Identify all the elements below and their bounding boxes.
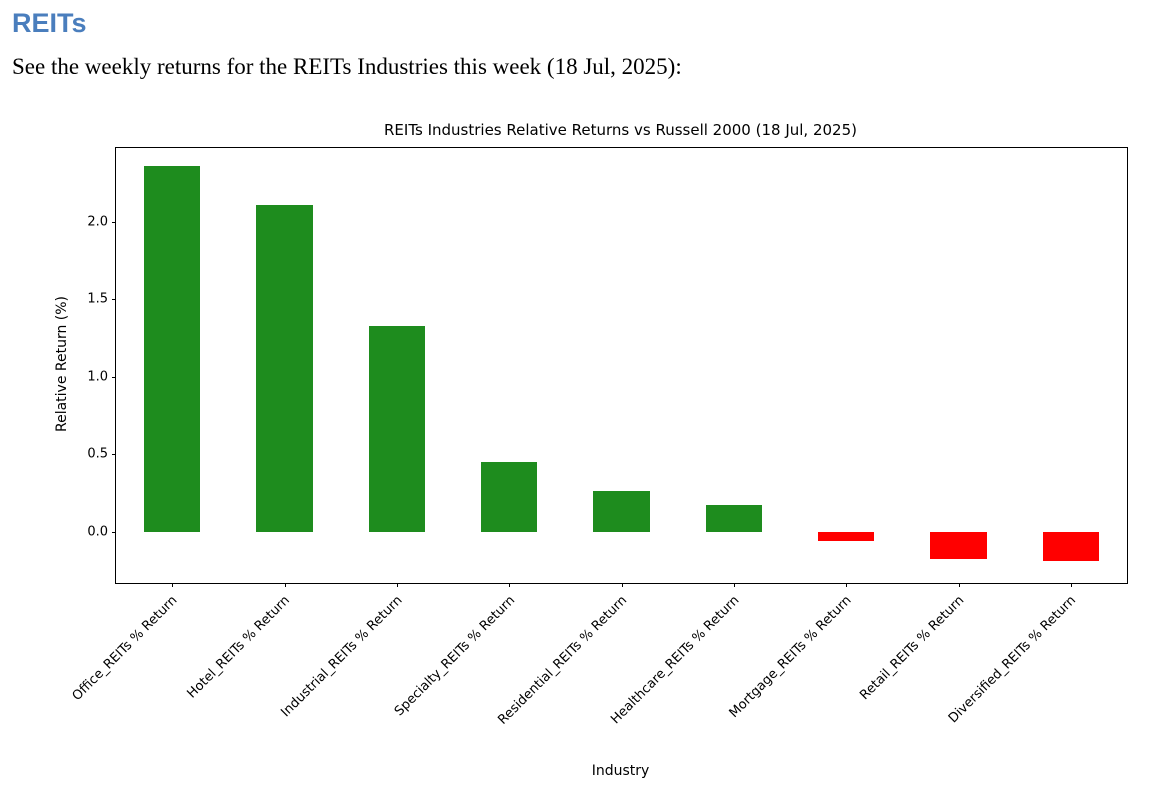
plot-area: Office_REITs % Return Hotel_REITs % Retur… bbox=[70, 146, 1128, 727]
bar-specialty_reits bbox=[481, 461, 538, 532]
y-axis-label: Relative Return (%) bbox=[54, 295, 70, 432]
x-tick-label: Mortgage_REITs % Return bbox=[726, 592, 855, 721]
bar-office_reits bbox=[144, 166, 201, 532]
page-heading: REITs bbox=[12, 8, 87, 38]
x-tick-label: Healthcare_REITs % Return bbox=[608, 592, 743, 727]
bar-hotel_reits bbox=[256, 204, 313, 532]
x-tick-label: Retail_REITs % Return bbox=[857, 592, 968, 703]
y-tick-mark bbox=[112, 221, 116, 223]
x-tick-mark bbox=[621, 582, 623, 587]
chart-figure: REITs Industries Relative Returns vs Rus… bbox=[0, 95, 1154, 801]
y-tick-mark bbox=[112, 454, 116, 456]
bar-industrial_reits bbox=[368, 325, 425, 532]
x-tick-label: Diversified_REITs % Return bbox=[946, 592, 1080, 726]
x-tick-mark bbox=[733, 582, 735, 587]
bar-healthcare_reits bbox=[705, 505, 762, 532]
x-tick-mark bbox=[396, 582, 398, 587]
page: REITs See the weekly returns for the REI… bbox=[0, 8, 1154, 801]
y-tick-label: 1.0 bbox=[87, 369, 108, 385]
y-tick-label: 2.0 bbox=[87, 214, 108, 230]
x-tick-mark bbox=[284, 582, 286, 587]
x-tick-mark bbox=[958, 582, 960, 587]
bar-residential_reits bbox=[593, 491, 650, 532]
x-tick-label: Office_REITs % Return bbox=[69, 592, 181, 704]
x-tick-label: Residential_REITs % Return bbox=[495, 592, 631, 728]
x-tick-label: Industrial_REITs % Return bbox=[278, 592, 406, 720]
bar-diversified_reits bbox=[1042, 531, 1099, 561]
chart-title: REITs Industries Relative Returns vs Rus… bbox=[384, 120, 857, 139]
y-tick-label: 1.5 bbox=[87, 291, 108, 307]
x-tick-mark bbox=[172, 582, 174, 587]
y-tick-label: 0.0 bbox=[87, 524, 108, 540]
bar-mortgage_reits bbox=[818, 531, 875, 541]
bar-retail_reits bbox=[930, 531, 987, 560]
x-tick-label: Hotel_REITs % Return bbox=[184, 592, 294, 702]
intro-text: See the weekly returns for the REITs Ind… bbox=[12, 54, 682, 80]
x-axis-label: Industry bbox=[591, 762, 650, 779]
x-tick-mark bbox=[1070, 582, 1072, 587]
x-tick-mark bbox=[846, 582, 848, 587]
x-tick-mark bbox=[509, 582, 511, 587]
y-tick-mark bbox=[112, 531, 116, 533]
y-tick-mark bbox=[112, 376, 116, 378]
x-tick-label: Specialty_REITs % Return bbox=[391, 592, 518, 719]
y-tick-mark bbox=[112, 299, 116, 301]
y-tick-label: 0.5 bbox=[87, 446, 108, 462]
